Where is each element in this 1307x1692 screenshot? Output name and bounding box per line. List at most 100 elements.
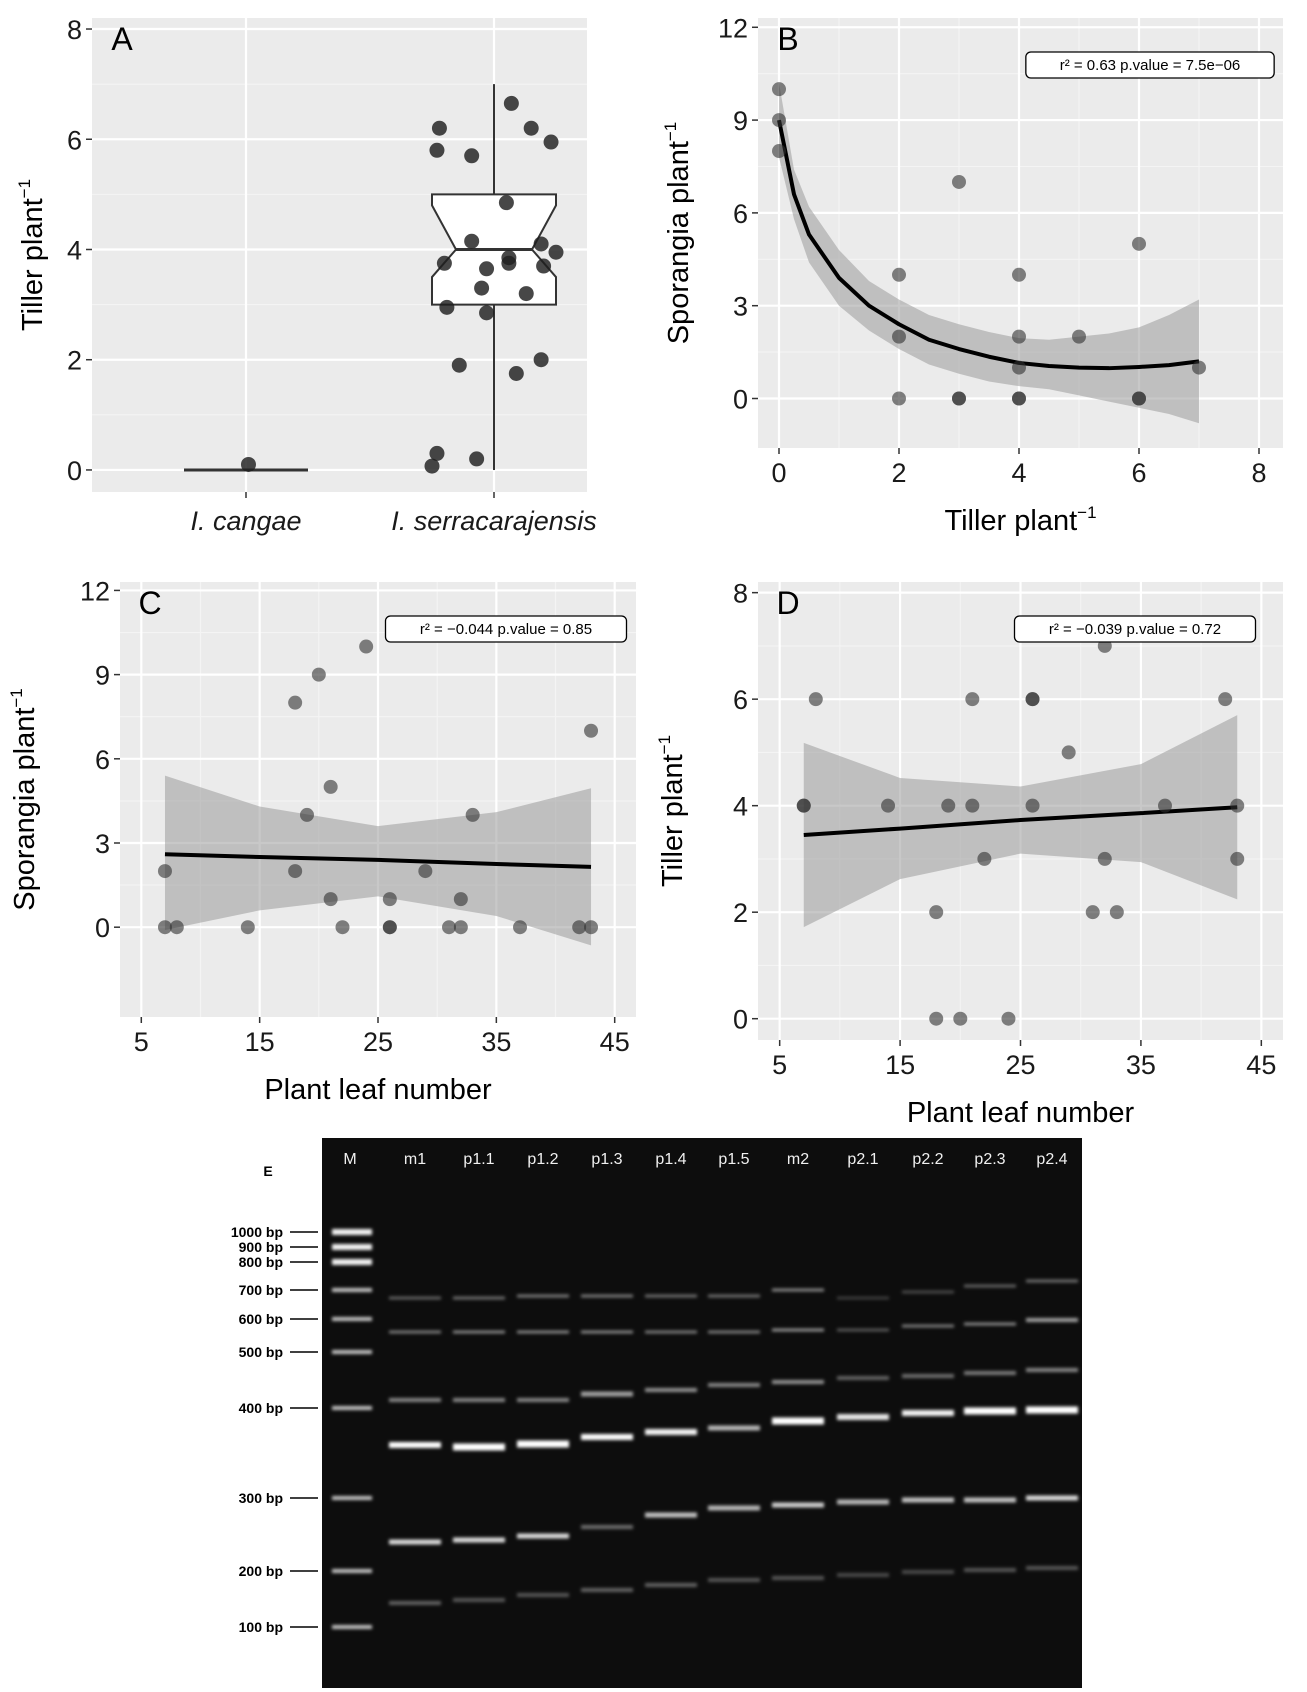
y-tick-label: 6: [67, 125, 82, 155]
y-tick-label: 0: [733, 385, 748, 415]
lane-label: p1.2: [527, 1151, 558, 1168]
data-point: [157, 864, 172, 879]
gel-band: [902, 1374, 954, 1378]
data-point: [1001, 1011, 1016, 1026]
ladder-size-label: 900 bp: [239, 1239, 283, 1255]
y-tick-label: 2: [67, 346, 82, 376]
ladder-band: [332, 1288, 372, 1292]
x-axis-label-exponent: −1: [1077, 503, 1096, 522]
data-point: [240, 920, 255, 935]
panel-label: E: [263, 1163, 272, 1179]
data-point: [1097, 851, 1112, 866]
gel-band: [517, 1440, 569, 1448]
data-point: [952, 391, 966, 406]
gel-band: [389, 1539, 441, 1545]
data-point: [518, 286, 534, 302]
data-point: [311, 667, 326, 682]
gel-band: [517, 1398, 569, 1402]
gel-band: [837, 1328, 889, 1332]
y-tick-label: 8: [67, 15, 82, 45]
gel-band: [389, 1398, 441, 1402]
y-tick-label: 12: [718, 13, 748, 43]
gel-band: [964, 1371, 1016, 1375]
panel-a-tiller-boxplot: 0 2 4 6 8 I. cangae I. serracarajensis Tiller p…: [15, 15, 597, 536]
gel-band: [902, 1324, 954, 1328]
lane-label: p2.3: [974, 1151, 1005, 1168]
gel-band: [453, 1537, 505, 1543]
data-point: [953, 1011, 968, 1026]
lane-label: p1.4: [655, 1151, 686, 1168]
ladder-band: [332, 1350, 372, 1354]
x-tick-label: 35: [481, 1027, 511, 1057]
x-tick-label: 0: [771, 458, 786, 488]
gel-band: [1026, 1279, 1078, 1283]
x-axis-label: Tiller plant−1: [944, 503, 1096, 537]
x-axis-label-text: Plant leaf number: [264, 1074, 492, 1106]
y-tick-label: 9: [733, 106, 748, 136]
stat-label-box: [1013, 615, 1257, 643]
gel-band: [837, 1376, 889, 1380]
gel-band: [772, 1417, 824, 1425]
gel-band: [837, 1499, 889, 1505]
data-point: [431, 120, 447, 136]
data-point: [1132, 236, 1146, 251]
data-point: [892, 329, 906, 344]
panel-e-gel-image: E M m1 p1.1 p1.2 p1.3 p1.4 p1.5 m2 p2.1 p2.2 p2.3 p2…: [231, 1138, 1082, 1688]
x-tick-label: 5: [134, 1027, 149, 1057]
gel-band: [708, 1294, 760, 1298]
ladder-band: [332, 1229, 372, 1235]
y-tick-label: 6: [95, 745, 110, 775]
gel-band: [964, 1284, 1016, 1288]
data-point: [359, 639, 374, 654]
ladder-size-label: 500 bp: [239, 1344, 283, 1360]
gel-band: [902, 1410, 954, 1416]
gel-band: [902, 1290, 954, 1294]
gel-band: [708, 1383, 760, 1387]
y-axis-label: Tiller plant−1: [15, 179, 49, 331]
panel-label: C: [138, 585, 161, 621]
data-point: [533, 236, 549, 252]
data-point: [1072, 329, 1086, 344]
data-point: [1012, 267, 1026, 282]
gel-band: [581, 1588, 633, 1592]
data-point: [157, 920, 172, 935]
data-point: [1012, 391, 1026, 406]
fit-line: [164, 852, 592, 869]
ladder-band: [332, 1496, 372, 1500]
data-point: [439, 299, 455, 315]
data-point: [929, 905, 944, 920]
ladder-size-label: 100 bp: [239, 1619, 283, 1635]
y-tick-label: 0: [67, 456, 82, 486]
data-point: [1012, 329, 1026, 344]
y-axis-label-exponent: −1: [661, 122, 680, 141]
panel-label: A: [111, 21, 133, 57]
gel-band: [708, 1330, 760, 1334]
data-point: [382, 892, 397, 907]
data-point: [464, 233, 480, 249]
x-tick-label: 45: [600, 1027, 630, 1057]
gel-band: [453, 1443, 505, 1451]
x-tick-label: 25: [363, 1027, 393, 1057]
gel-band: [837, 1296, 889, 1300]
y-tick-label: 4: [67, 235, 82, 265]
data-point: [584, 723, 599, 738]
gel-band: [708, 1425, 760, 1431]
gel-band: [1026, 1406, 1078, 1414]
data-point: [523, 120, 539, 136]
gel-band: [453, 1296, 505, 1300]
data-point: [323, 892, 338, 907]
gel-band: [837, 1573, 889, 1577]
gel-band: [772, 1288, 824, 1292]
ladder-size-label: 1000 bp: [231, 1224, 283, 1240]
data-point: [1157, 798, 1172, 813]
data-point: [288, 695, 303, 710]
panel-label: D: [776, 585, 799, 621]
gel-band: [453, 1330, 505, 1334]
y-tick-label: 8: [733, 579, 748, 609]
data-point: [299, 807, 314, 822]
y-axis-label-text: Sporangia plant: [663, 141, 695, 344]
y-axis-label: Tiller plant−1: [655, 735, 689, 887]
y-axis-label-exponent: −1: [7, 688, 26, 707]
data-point: [584, 920, 599, 935]
data-point: [453, 892, 468, 907]
